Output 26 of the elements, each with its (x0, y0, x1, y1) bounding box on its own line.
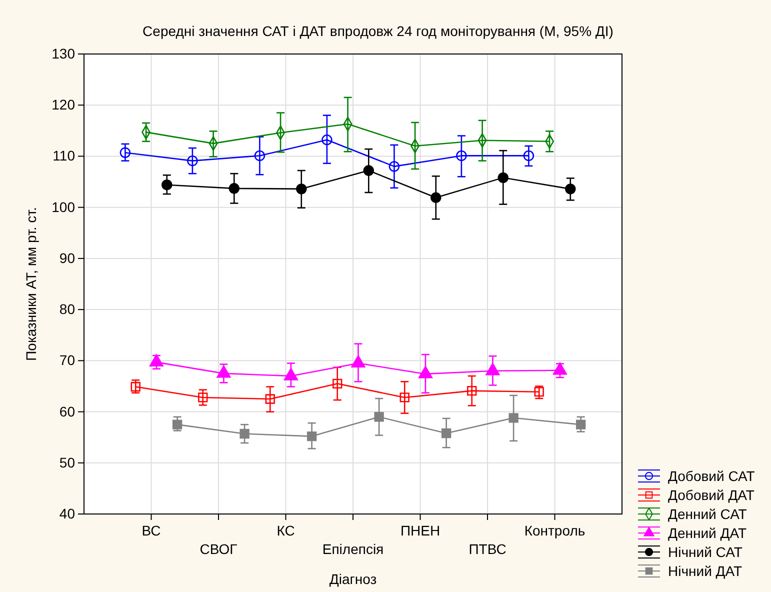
y-tick-label: 50 (59, 454, 76, 470)
legend-label: Денний САТ (668, 506, 748, 522)
y-axis-title: Показники АТ, мм рт. ст. (23, 207, 39, 361)
x-tick-label: Контроль (524, 522, 586, 539)
y-tick-label: 60 (59, 403, 76, 420)
y-tick-label: 110 (52, 148, 76, 164)
y-tick-label: 90 (59, 250, 76, 266)
y-tick-label: 40 (59, 505, 76, 522)
x-tick-label: ВС (142, 522, 161, 539)
legend-label: Нічний САТ (668, 544, 743, 560)
x-tick-label: Епілепсія (322, 540, 384, 557)
legend-label: Нічний ДАТ (668, 563, 742, 579)
y-tick-label: 80 (59, 301, 76, 318)
x-tick-label: ПТВС (468, 540, 506, 557)
x-tick-label: СВОГ (200, 540, 238, 557)
legend-label: Добовий САТ (668, 468, 756, 484)
legend-label: Денний ДАТ (668, 525, 747, 541)
y-tick-label: 70 (59, 352, 76, 368)
x-axis-title: Діагноз (329, 571, 377, 587)
chart-title: Середні значення САТ і ДАТ впродовж 24 год моніторування (М, 95% ДІ) (142, 23, 614, 39)
x-tick-label: ПНЕН (400, 522, 440, 539)
x-tick-label: КС (276, 522, 295, 539)
legend-label: Добовий ДАТ (668, 487, 755, 503)
y-tick-label: 120 (52, 96, 76, 113)
y-tick-label: 100 (52, 198, 76, 215)
y-tick-label: 130 (52, 45, 76, 62)
